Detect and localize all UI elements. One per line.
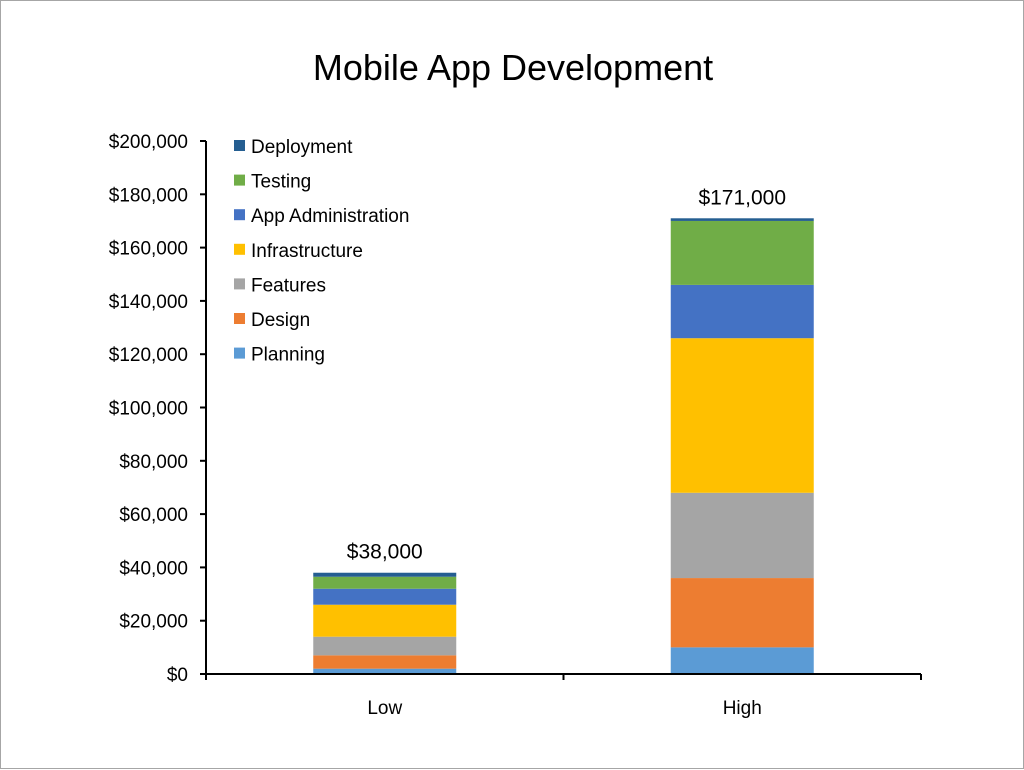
y-tick-label: $180,000 bbox=[109, 185, 188, 206]
legend-swatch bbox=[234, 243, 245, 255]
y-tick-label: $140,000 bbox=[109, 292, 188, 313]
legend-label: Design bbox=[251, 310, 310, 331]
bar-segment-app-administration bbox=[670, 284, 814, 339]
x-axis: Low High bbox=[205, 673, 922, 719]
y-tick-label: $120,000 bbox=[109, 345, 188, 366]
bar-segment-infrastructure bbox=[313, 604, 457, 637]
y-tick-label: $0 bbox=[167, 665, 188, 686]
legend-label: Features bbox=[251, 275, 326, 296]
legend-label: Infrastructure bbox=[251, 241, 363, 262]
legend-label: Planning bbox=[251, 345, 325, 366]
legend-swatch bbox=[234, 313, 245, 324]
bar-segment-infrastructure bbox=[670, 338, 814, 493]
legend-label: Deployment bbox=[251, 137, 353, 158]
y-tick-label: $80,000 bbox=[119, 452, 188, 473]
y-tick-label: $160,000 bbox=[109, 239, 188, 260]
y-tick-label: $20,000 bbox=[119, 612, 188, 633]
legend-swatch bbox=[234, 174, 245, 186]
legend: Deployment Testing App Administration Infra… bbox=[234, 137, 409, 366]
bar-segment-deployment bbox=[313, 572, 457, 577]
bar-segment-testing bbox=[670, 220, 814, 285]
bar-segment-testing bbox=[313, 576, 457, 589]
y-tick-label: $60,000 bbox=[119, 505, 188, 526]
legend-swatch bbox=[234, 209, 245, 221]
x-tick-label: Low bbox=[367, 698, 402, 719]
bar-segment-design bbox=[313, 655, 457, 669]
bar-segment-app-administration bbox=[313, 588, 457, 605]
bar-segment-features bbox=[313, 636, 457, 656]
legend-swatch bbox=[234, 278, 245, 290]
x-tick-label: High bbox=[723, 698, 762, 719]
legend-label: Testing bbox=[251, 172, 311, 193]
bars: $38,000 $171,000 bbox=[313, 186, 814, 674]
legend-swatch bbox=[234, 140, 245, 151]
bar-segment-planning bbox=[313, 668, 457, 674]
bar-total-label: $171,000 bbox=[698, 186, 786, 209]
bar-segment-deployment bbox=[670, 218, 814, 221]
y-axis: $0 $20,000 $40,000 $60,000 $80,000 $100,000 $1… bbox=[109, 132, 207, 686]
bar-segment-design bbox=[670, 578, 814, 648]
chart-title: Mobile App Development bbox=[313, 47, 713, 88]
y-tick-label: $40,000 bbox=[119, 558, 188, 579]
legend-swatch bbox=[234, 347, 245, 359]
bar-total-label: $38,000 bbox=[347, 541, 423, 564]
y-tick-label: $200,000 bbox=[109, 132, 188, 153]
legend-label: App Administration bbox=[251, 206, 409, 227]
bar-segment-planning bbox=[670, 647, 814, 674]
bar-segment-features bbox=[670, 492, 814, 579]
y-tick-label: $100,000 bbox=[109, 399, 188, 420]
